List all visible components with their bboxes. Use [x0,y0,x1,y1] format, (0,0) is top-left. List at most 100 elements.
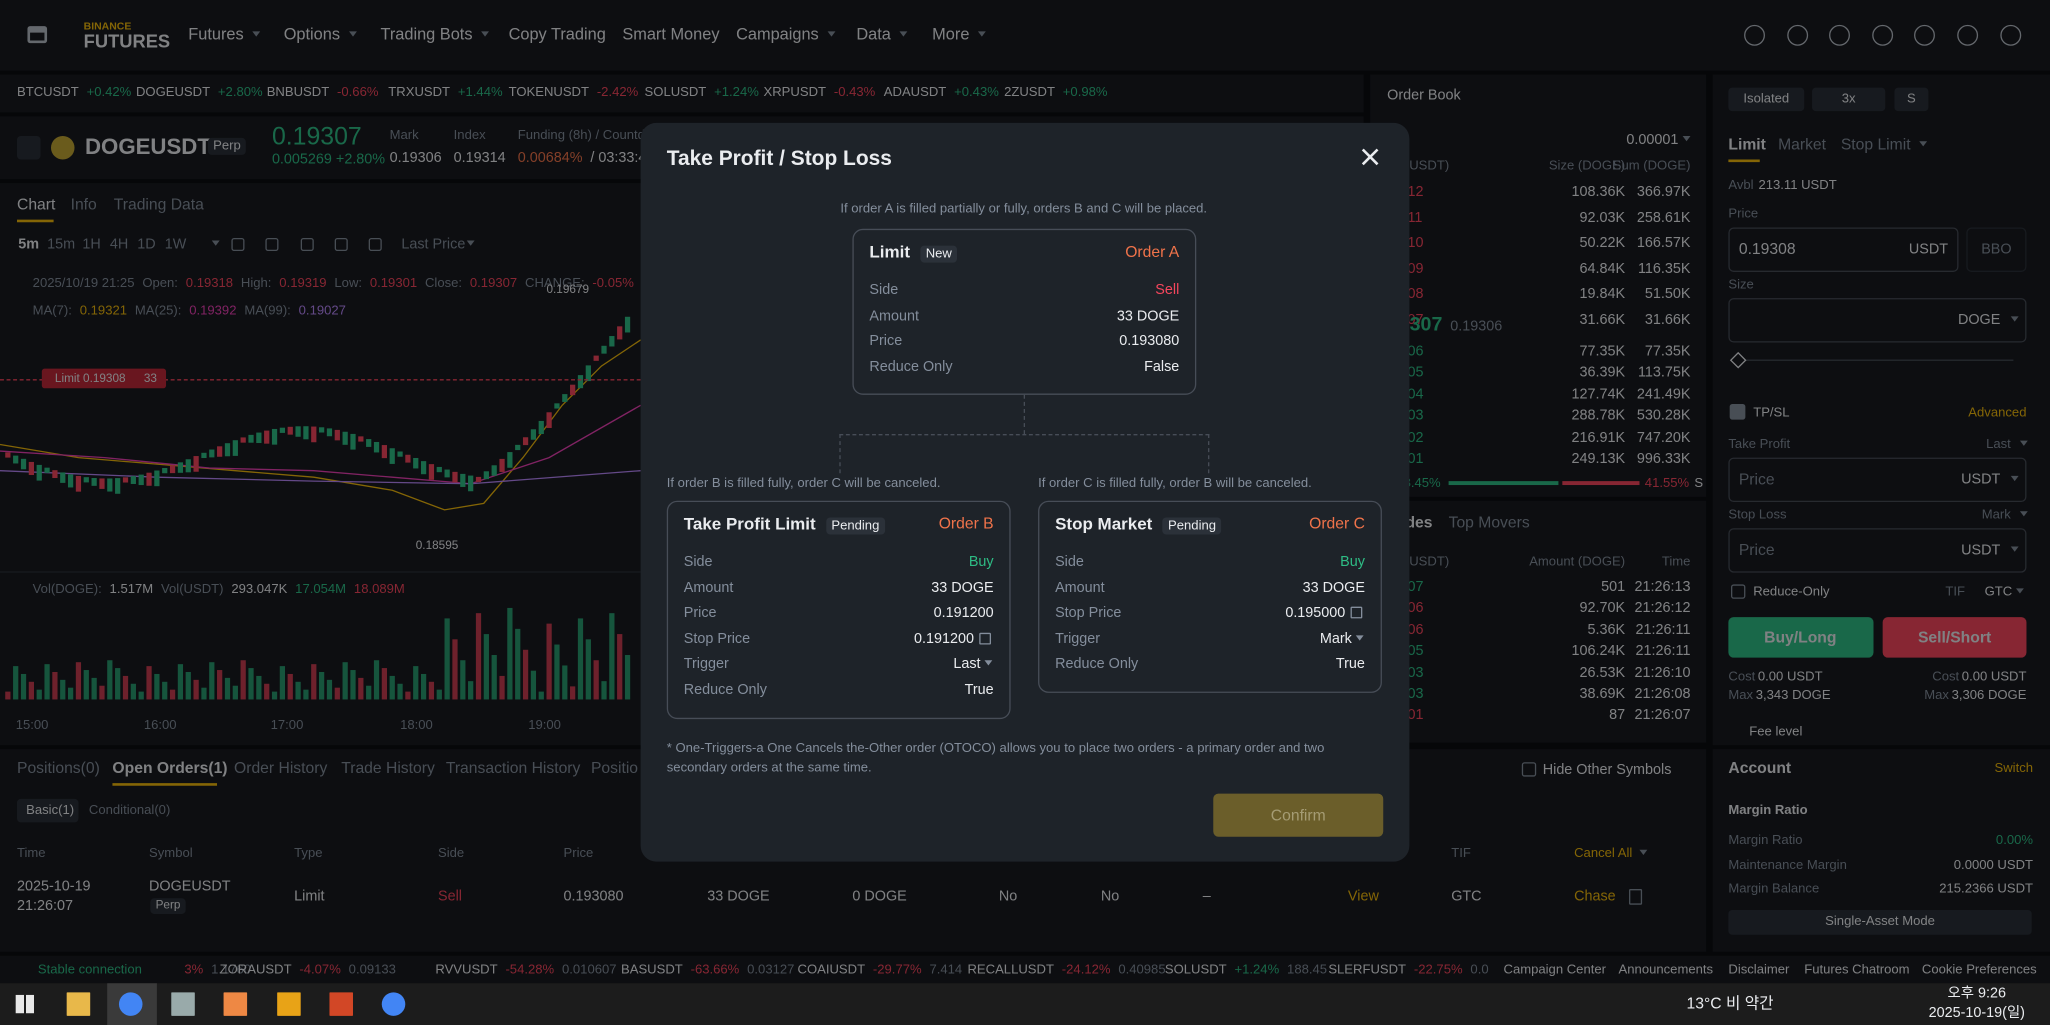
price-input[interactable] [1728,227,1959,272]
taskbar-app[interactable] [223,992,248,1016]
edit-icon[interactable] [1350,606,1363,619]
checkbox[interactable] [1729,403,1746,420]
subtab[interactable]: Basic(1) [26,803,75,818]
orders-tab[interactable]: Positio [590,758,639,778]
field-value[interactable]: Last [953,656,981,673]
close-button[interactable] [1360,146,1381,167]
trades-tab[interactable]: Top Movers [1448,513,1530,532]
orders-tab[interactable]: Positions(0) [16,758,100,778]
subtab[interactable]: Conditional(0) [88,803,171,818]
chart-tab[interactable]: Info [70,195,97,214]
orders-tab[interactable]: Trade History [341,758,435,778]
nav-item[interactable]: Copy Trading [508,25,606,44]
edit-icon[interactable] [979,632,992,645]
interval[interactable]: 1W [164,236,187,253]
mode-button[interactable] [1728,87,1805,112]
tp-input[interactable] [1728,457,2027,503]
advanced[interactable]: Advanced [1968,405,2027,421]
field-label: Side [683,554,713,570]
start-button[interactable] [15,994,34,1014]
field-value: 0.191200 [933,605,994,622]
volume-bar [617,634,623,700]
field-value[interactable]: 0.195000 [1285,605,1346,622]
interval[interactable]: 5m [18,236,40,253]
field-label: Amount [869,307,920,324]
sl-input[interactable] [1728,528,2027,573]
tool-icon[interactable] [265,237,279,252]
order-type-tab[interactable]: Limit [1728,135,1766,154]
interval[interactable]: 1H [82,236,101,253]
nav-icon[interactable] [2000,24,2022,46]
nav-item[interactable]: Campaigns [736,25,819,44]
nav-icon[interactable] [1744,24,1765,46]
orders-tab[interactable]: Order History [234,758,328,778]
footer-link[interactable]: Futures Chatroom [1804,962,1910,978]
taskbar-app[interactable] [329,992,353,1016]
chart-tab[interactable]: Chart [16,195,56,214]
interval[interactable]: 15m [47,236,76,253]
size-input[interactable] [1728,298,2027,343]
switch[interactable]: Switch [1994,761,2034,776]
nav-icon[interactable] [1914,24,1935,46]
checkbox[interactable] [1521,762,1537,777]
order-type-tab[interactable]: Market [1778,135,1827,154]
nav-item[interactable]: Trading Bots [380,25,473,44]
checkbox[interactable] [1730,584,1746,599]
nav-item[interactable]: Smart Money [622,25,720,44]
candle [177,462,184,473]
volume-bar [115,668,121,700]
footer-link[interactable]: Announcements [1618,962,1714,978]
footer-link[interactable]: Disclaimer [1728,962,1790,978]
taskbar-app[interactable] [118,992,143,1016]
delete-icon[interactable] [1629,889,1643,905]
orders-tab[interactable]: Transaction History [445,758,581,778]
bbo-button[interactable] [1966,227,2027,272]
tool-icon[interactable] [300,237,314,252]
sell-button[interactable] [1882,617,2027,658]
taskbar-app[interactable] [381,992,406,1016]
tool-icon[interactable] [334,237,348,252]
nav-item[interactable]: Options [283,25,341,44]
confirm-button[interactable] [1213,793,1384,837]
nav-item[interactable]: More [932,25,970,44]
cell[interactable]: Chase [1574,888,1616,905]
interval[interactable]: 1D [137,236,156,253]
chart-tab[interactable]: Trading Data [113,195,204,214]
ohlc-value: 0.19307 [469,276,518,291]
footer-link[interactable]: Campaign Center [1503,962,1606,978]
taskbar-app[interactable] [277,992,301,1016]
mode-button[interactable] [1812,87,1886,112]
nav-item[interactable]: Futures [188,25,244,44]
ticker-symbol: TRXUSDT [388,85,451,101]
tool-icon[interactable] [231,237,245,252]
footer-link[interactable]: Cookie Preferences [1921,962,2037,978]
price-type[interactable]: Last Price [401,236,466,253]
tif[interactable]: GTC [1984,585,2013,600]
buy-button[interactable] [1728,617,1874,658]
cell[interactable]: View [1347,888,1379,905]
nav-icon[interactable] [1787,24,1809,46]
taskbar-app[interactable] [66,992,91,1016]
column-header[interactable]: Cancel All [1574,846,1633,861]
field-value[interactable]: 0.191200 [914,631,975,647]
nav-icon[interactable] [1957,24,1979,46]
home-icon[interactable] [27,26,48,44]
nav-icon[interactable] [1829,24,1850,46]
favorite-star[interactable] [16,135,41,160]
field-value[interactable]: Mark [1319,631,1352,647]
nav-icon[interactable] [1872,24,1894,46]
taskbar-app[interactable] [171,992,195,1016]
trigger[interactable]: Last [1986,437,2011,452]
tick-size[interactable]: 0.00001 [1626,131,1679,148]
interval[interactable]: 4H [109,236,129,253]
volume-bar [177,664,184,700]
orders-tab[interactable]: Open Orders(1) [112,758,228,778]
order-type-tab[interactable]: Stop Limit [1840,135,1911,154]
mode-button[interactable] [1728,909,2032,935]
nav-item[interactable]: Data [856,25,891,44]
fee-level[interactable]: Fee level [1749,724,1803,740]
trigger[interactable]: Mark [1981,507,2011,523]
mode-button[interactable] [1894,87,1929,112]
tool-icon[interactable] [368,237,382,252]
candle [115,478,121,494]
